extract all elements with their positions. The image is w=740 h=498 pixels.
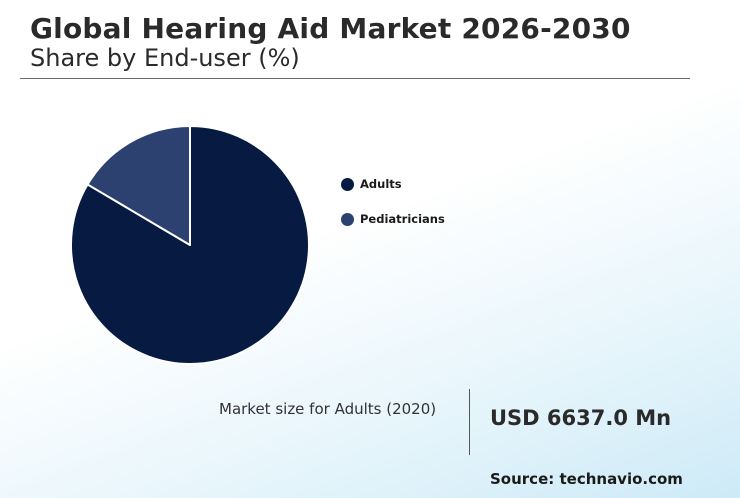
- chart-subtitle: Share by End-user (%): [30, 44, 300, 72]
- market-size-divider: [469, 389, 470, 455]
- legend-marker-pediatricians: [341, 212, 354, 226]
- market-size-label: Market size for Adults (2020): [219, 400, 437, 418]
- pie-chart: [70, 125, 310, 365]
- legend-item-adults[interactable]: Adults: [341, 175, 445, 193]
- legend: Adults Pediatricians: [341, 175, 445, 245]
- source-credit: Source: technavio.com: [490, 470, 683, 488]
- legend-label-adults: Adults: [360, 177, 402, 191]
- legend-label-pediatricians: Pediatricians: [360, 212, 445, 226]
- market-size-value: USD 6637.0 Mn: [490, 406, 672, 430]
- pie-slice-adults[interactable]: [70, 125, 310, 365]
- legend-marker-adults: [341, 177, 354, 191]
- pie-slice-pediatricians[interactable]: [86, 125, 191, 246]
- title-divider: [20, 78, 690, 79]
- chart-title: Global Hearing Aid Market 2026-2030: [30, 12, 631, 45]
- legend-item-pediatricians[interactable]: Pediatricians: [341, 210, 445, 228]
